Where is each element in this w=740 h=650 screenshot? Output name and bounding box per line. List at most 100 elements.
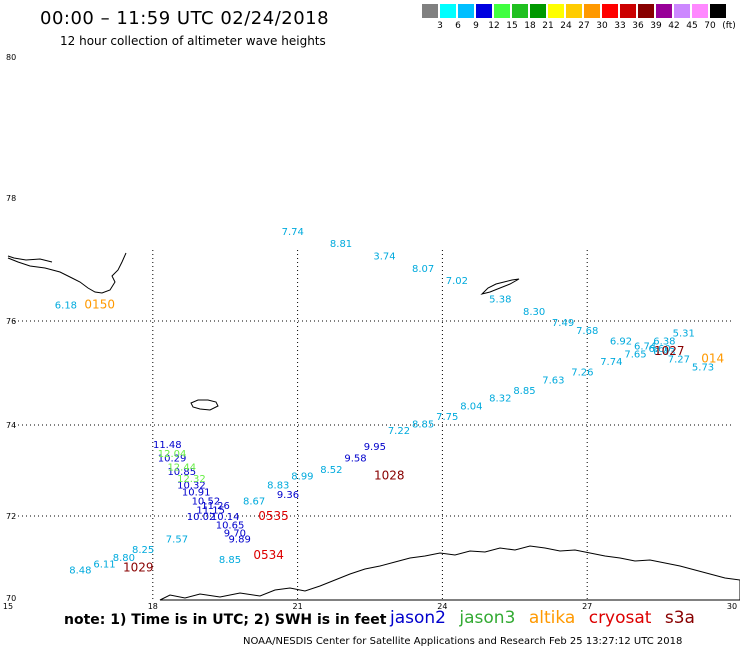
color-swatch — [494, 4, 510, 18]
color-scale-unit: (ft) — [722, 21, 736, 31]
wave-height-value-cyan: 5.38 — [489, 295, 511, 306]
legend-jason3: jason3 — [459, 608, 516, 628]
color-swatch — [422, 4, 438, 18]
color-swatch — [602, 4, 618, 18]
wave-height-value-cyan: 8.81 — [330, 239, 352, 250]
color-swatch — [548, 4, 564, 18]
wave-height-value-cyan: 7.22 — [388, 426, 410, 437]
wave-height-value-jason2: 9.58 — [344, 453, 366, 464]
wave-height-value-jason2: 11.15 — [196, 506, 225, 517]
norway-coast — [159, 545, 740, 601]
wave-height-value-jason2: 10.85 — [167, 467, 196, 478]
color-scale-label: 30 — [596, 21, 608, 31]
color-swatch — [584, 4, 600, 18]
wave-height-value-jason2: 9.70 — [224, 529, 246, 540]
footer-credit: NOAA/NESDIS Center for Satellite Applica… — [243, 636, 683, 647]
color-scale-label: 9 — [473, 21, 479, 31]
units-note: note: 1) Time is in UTC; 2) SWH is in fe… — [64, 612, 387, 628]
wave-height-value-cyan: 6.43 — [653, 347, 675, 358]
wave-height-value-cyan: 8.52 — [320, 465, 342, 476]
color-scale-label: 39 — [650, 21, 662, 31]
wave-height-value-cyan: 8.99 — [291, 472, 313, 483]
color-scale-label: 18 — [524, 21, 536, 31]
wave-height-value-cyan: 6.11 — [93, 559, 115, 570]
color-scale-label: 27 — [578, 21, 590, 31]
wave-height-value-jason2: 11.26 — [201, 501, 230, 512]
wave-height-value-cyan: 6.18 — [55, 301, 77, 312]
color-scale-label: 42 — [668, 21, 680, 31]
wave-height-value-cyan: 3.74 — [373, 252, 395, 263]
wave-height-value-cyan: 8.48 — [69, 565, 91, 576]
wave-height-value-s3a: 1027 — [654, 344, 685, 358]
color-swatch — [458, 4, 474, 18]
wave-height-value-cyan: 7.65 — [624, 349, 646, 360]
wave-height-value-cyan: 8.85 — [513, 386, 535, 397]
wave-height-value-cyan: 6.60 — [648, 344, 670, 355]
wave-height-value-cyan: 8.85 — [219, 555, 241, 566]
latitude-label: 76 — [6, 317, 16, 326]
wave-height-value-cryosat: 0534 — [253, 548, 284, 562]
wave-height-value-cyan: 7.49 — [552, 318, 574, 329]
color-scale-label: 6 — [455, 21, 461, 31]
wave-height-value-cyan: 6.92 — [610, 336, 632, 347]
color-swatch — [440, 4, 456, 18]
coastline-layer — [7, 252, 740, 601]
latitude-label: 72 — [6, 512, 16, 521]
wave-height-value-cyan: 8.07 — [412, 264, 434, 275]
longitude-label: 18 — [148, 602, 158, 611]
longitude-label: 15 — [3, 602, 13, 611]
color-scale-label: 33 — [614, 21, 626, 31]
color-swatch — [566, 4, 582, 18]
color-swatch — [710, 4, 726, 18]
wave-height-value-cyan: 7.75 — [436, 412, 458, 423]
longitude-label: 27 — [582, 602, 592, 611]
color-scale-label: 21 — [542, 21, 554, 31]
color-scale-label: 70 — [704, 21, 716, 31]
color-swatch — [620, 4, 636, 18]
wave-height-value-jason2: 10.14 — [211, 512, 240, 523]
wave-height-value-cyan: 7.02 — [446, 276, 468, 287]
wave-height-value-cyan: 6.74 — [634, 342, 656, 353]
wave-height-value-cyan: 7.68 — [576, 326, 598, 337]
wave-height-value-s3a: 1028 — [374, 469, 405, 483]
wave-height-value-cyan: 8.83 — [267, 481, 289, 492]
color-swatch — [476, 4, 492, 18]
wave-height-value-cyan: 7.26 — [571, 368, 593, 379]
color-scale-label: 12 — [488, 21, 500, 31]
wave-height-value-jason3: 12.44 — [167, 463, 196, 474]
wave-height-value-jason2: 10.91 — [182, 488, 211, 499]
color-scale-label: 15 — [506, 21, 518, 31]
wave-height-value-jason2: 10.29 — [158, 453, 187, 464]
color-swatch — [638, 4, 654, 18]
wave-height-value-jason2: 10.52 — [192, 497, 221, 508]
map-title: 00:00 – 11:59 UTC 02/24/2018 — [40, 8, 330, 29]
longitude-label: 24 — [437, 602, 447, 611]
color-scale-label: 36 — [632, 21, 644, 31]
wave-height-value-cyan: 8.85 — [412, 419, 434, 430]
wave-height-value-altika: 0150 — [84, 298, 115, 312]
wave-height-value-cryosat: 0535 — [258, 509, 289, 523]
wave-height-value-cyan: 8.25 — [132, 545, 154, 556]
wave-height-value-jason2: 9.95 — [364, 442, 386, 453]
longitude-label: 30 — [727, 602, 737, 611]
wave-height-value-cyan: 8.80 — [113, 553, 135, 564]
wave-height-value-jason3: 12.32 — [177, 474, 206, 485]
wave-height-value-jason2: 10.02 — [187, 512, 216, 523]
legend-cryosat: cryosat — [588, 608, 652, 628]
wave-height-value-altika: 014 — [701, 352, 724, 366]
latitude-label: 78 — [6, 194, 16, 203]
wave-height-value-cyan: 5.31 — [673, 329, 695, 340]
color-swatch — [656, 4, 672, 18]
wave-height-value-cyan: 5.73 — [692, 362, 714, 373]
legend-altika: altika — [528, 608, 576, 628]
bear-island — [190, 399, 219, 411]
color-swatch — [674, 4, 690, 18]
wave-height-value-cyan: 7.57 — [166, 535, 188, 546]
latitude-label: 70 — [6, 594, 16, 603]
wave-height-value-s3a: 1029 — [123, 560, 154, 574]
wave-height-value-jason2: 10.32 — [177, 481, 206, 492]
color-scale-label: 24 — [560, 21, 572, 31]
map-subtitle: 12 hour collection of altimeter wave hei… — [60, 34, 326, 48]
wave-height-value-cyan: 8.67 — [243, 497, 265, 508]
